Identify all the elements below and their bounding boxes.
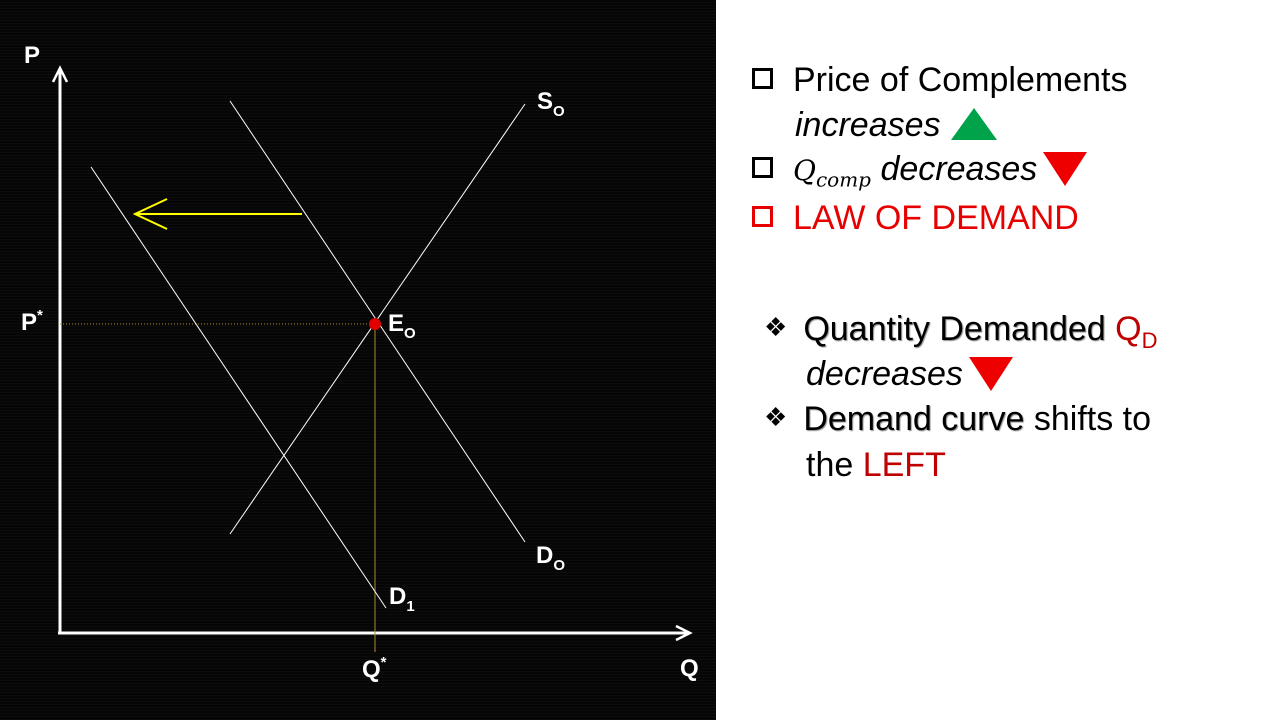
x-axis-arrowhead xyxy=(675,624,693,642)
demand-original-label-text: D xyxy=(536,542,553,569)
p-star-label: P* xyxy=(21,307,43,336)
text-panel: Price of Complements increases Qcomp dec… xyxy=(716,0,1280,720)
demand-original-label-sub: O xyxy=(553,557,565,574)
point-2-continuation: the LEFT xyxy=(806,443,946,487)
checkbox-icon xyxy=(752,156,773,178)
qd-symbol: QD xyxy=(1115,310,1157,353)
bullet-price-of-complements: Price of Complements xyxy=(752,58,1127,102)
bullet-3-text: LAW OF DEMAND xyxy=(793,199,1079,237)
equilibrium-label: EO xyxy=(388,310,416,342)
diamond-icon: ❖ xyxy=(764,402,788,432)
q-comp-sub: comp xyxy=(815,167,871,192)
qd-q: Q xyxy=(1115,310,1142,348)
y-axis-arrowhead xyxy=(51,65,69,83)
p-star-text: P xyxy=(21,309,37,336)
demand-original-label: DO xyxy=(536,542,565,574)
p-star-sup: * xyxy=(37,307,43,324)
bullet-q-comp: Qcomp decreases xyxy=(752,147,1088,202)
diagram-panel: P Q P* Q* SO EO DO D1 xyxy=(0,0,716,720)
supply-label-text: S xyxy=(537,88,553,115)
y-axis-label: P xyxy=(24,42,40,69)
demand-new-label: D1 xyxy=(389,583,415,615)
bullet-1-line-2: increases xyxy=(795,106,941,144)
red-down-triangle-icon xyxy=(968,357,1013,392)
point-2-prefix: the xyxy=(806,446,854,484)
q-comp-q: Q xyxy=(793,154,816,187)
bullet-1-line-1: Price of Complements xyxy=(793,61,1128,99)
point-1-label: Quantity Demanded xyxy=(803,310,1106,348)
demand-new-label-sub: 1 xyxy=(406,598,414,615)
demand-curve-new xyxy=(90,166,387,609)
supply-demand-diagram: P Q P* Q* SO EO DO D1 xyxy=(21,42,699,683)
checkbox-icon xyxy=(752,67,773,89)
point-2-rest: shifts to xyxy=(1033,400,1152,438)
demand-new-label-text: D xyxy=(389,583,406,610)
point-2-label: Demand curve xyxy=(803,400,1025,438)
supply-label: SO xyxy=(537,88,565,120)
q-star-sup: * xyxy=(381,654,387,671)
qd-sub: D xyxy=(1141,327,1158,353)
q-star-label: Q* xyxy=(362,654,387,683)
equilibrium-point xyxy=(369,318,381,330)
point-demand-curve: ❖ Demand curve shifts to xyxy=(764,397,1151,443)
point-1-continuation: decreases xyxy=(806,352,1013,396)
checkbox-icon xyxy=(752,205,773,227)
point-quantity-demanded: ❖ Quantity Demanded QD xyxy=(764,307,1158,363)
point-1-line-2: decreases xyxy=(806,355,963,393)
bullet-1-continuation: increases xyxy=(795,103,997,147)
supply-label-sub: O xyxy=(553,103,565,120)
diamond-icon: ❖ xyxy=(764,312,788,342)
red-down-triangle-icon xyxy=(1043,152,1088,187)
bullet-law-of-demand: LAW OF DEMAND xyxy=(752,196,1079,240)
shift-arrowhead xyxy=(132,198,168,230)
q-comp-symbol: Qcomp xyxy=(793,154,871,192)
x-axis-label: Q xyxy=(680,655,699,682)
bullet-2-text: decreases xyxy=(880,150,1038,188)
equilibrium-label-text: E xyxy=(388,310,404,337)
point-2-highlight: LEFT xyxy=(862,446,946,484)
green-up-triangle-icon xyxy=(950,108,997,141)
equilibrium-label-sub: O xyxy=(404,325,416,342)
q-star-text: Q xyxy=(362,656,381,683)
